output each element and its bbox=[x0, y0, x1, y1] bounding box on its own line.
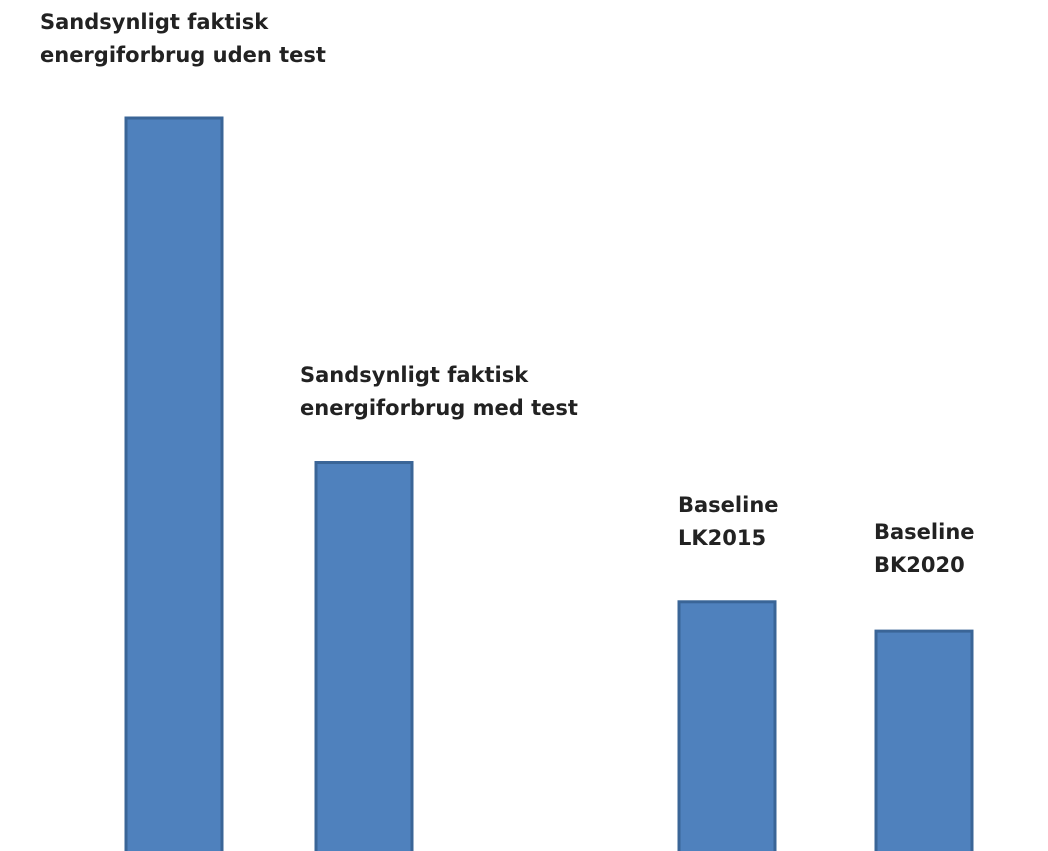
bar-label-3-line-1: Baseline bbox=[874, 516, 975, 549]
bar-label-2: Baseline LK2015 bbox=[678, 489, 779, 555]
bar-3 bbox=[876, 631, 972, 851]
bars-group bbox=[126, 118, 972, 851]
bar-label-0-line-1: Sandsynligt faktisk bbox=[40, 6, 326, 39]
bar-1 bbox=[316, 463, 412, 851]
bar-label-0-line-2: energiforbrug uden test bbox=[40, 39, 326, 72]
bar-2 bbox=[679, 602, 775, 851]
bar-label-1: Sandsynligt faktisk energiforbrug med te… bbox=[300, 359, 578, 425]
bar-label-3-line-2: BK2020 bbox=[874, 549, 975, 582]
bar-label-2-line-1: Baseline bbox=[678, 489, 779, 522]
bar-label-0: Sandsynligt faktisk energiforbrug uden t… bbox=[40, 6, 326, 72]
bar-0 bbox=[126, 118, 222, 851]
bar-label-2-line-2: LK2015 bbox=[678, 522, 779, 555]
bar-label-3: Baseline BK2020 bbox=[874, 516, 975, 582]
bar-label-1-line-1: Sandsynligt faktisk bbox=[300, 359, 578, 392]
bar-label-1-line-2: energiforbrug med test bbox=[300, 392, 578, 425]
